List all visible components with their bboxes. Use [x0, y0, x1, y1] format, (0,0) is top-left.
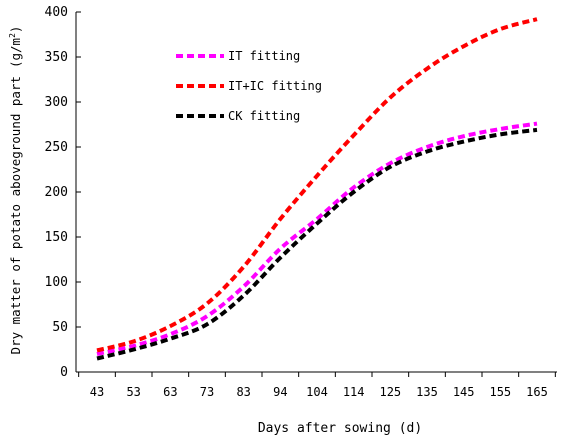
series-line-3: [96, 127, 538, 361]
x-tick-label: 43: [90, 385, 104, 399]
legend: IT fitting IT+IC fitting CK fitting: [176, 49, 322, 123]
y-tick-label: 150: [45, 230, 68, 245]
y-axis-title-unit-prefix: (g/m: [8, 38, 23, 68]
y-axis-title-main: Dry matter of potato aboveground part: [8, 76, 23, 354]
y-axis-title: Dry matter of potato aboveground part (g/…: [8, 26, 23, 355]
y-tick-label: 300: [45, 95, 68, 110]
x-tick-label: 94: [273, 385, 287, 399]
y-tick-label: 250: [45, 140, 68, 155]
x-tick-label: 145: [453, 385, 475, 399]
y-tick-label: 0: [60, 365, 68, 380]
series-group: [96, 17, 538, 361]
x-ticks: 43 53 63 73 83 94 104 114 125 135 145 155 165: [78, 372, 556, 399]
x-tick-label: 73: [200, 385, 214, 399]
y-tick-label: 200: [45, 185, 68, 200]
series-line-1: [96, 121, 538, 356]
legend-label: IT+IC fitting: [228, 79, 322, 93]
x-tick-label: 135: [416, 385, 438, 399]
y-tick-label: 50: [52, 320, 68, 335]
y-ticks: 0 50 100 150 200 250 300 350 400: [45, 5, 81, 380]
x-tick-label: 63: [163, 385, 177, 399]
y-axis-title-unit-suffix: ): [8, 26, 23, 34]
x-tick-label: 165: [526, 385, 548, 399]
y-tick-label: 100: [45, 275, 68, 290]
x-tick-label: 155: [489, 385, 511, 399]
legend-label: IT fitting: [228, 49, 300, 63]
x-tick-label: 83: [236, 385, 250, 399]
series-line-2: [96, 17, 538, 353]
x-axis-title: Days after sowing (d): [258, 421, 422, 436]
legend-label: CK fitting: [228, 109, 300, 123]
x-tick-label: 53: [126, 385, 140, 399]
y-axis-title-unit-sup: 2: [8, 33, 17, 38]
y-tick-label: 350: [45, 50, 68, 65]
axes: [75, 12, 557, 373]
x-tick-label: 104: [306, 385, 328, 399]
x-tick-label: 125: [379, 385, 401, 399]
x-tick-label: 114: [343, 385, 365, 399]
y-tick-label: 400: [45, 5, 68, 20]
